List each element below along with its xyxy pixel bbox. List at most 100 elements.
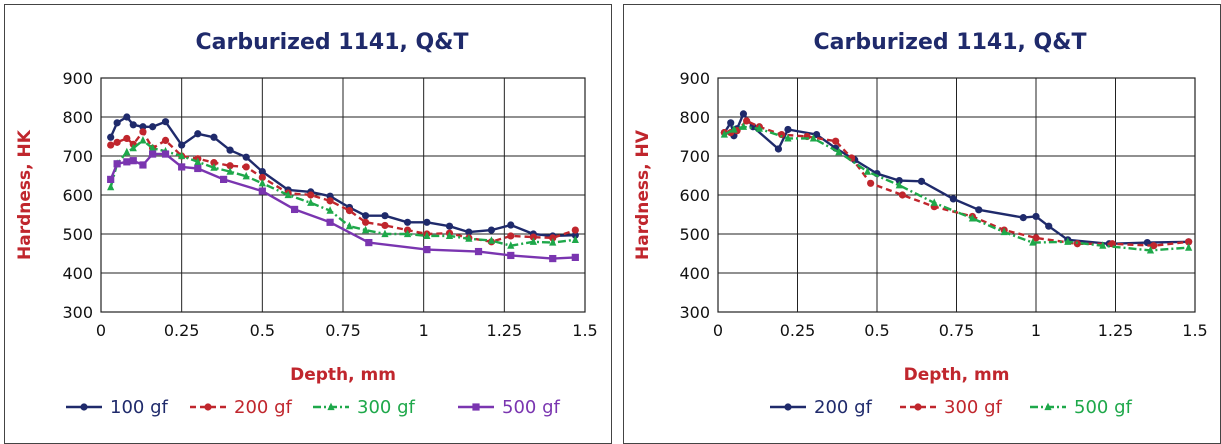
data-point — [1064, 237, 1072, 245]
data-point — [113, 138, 121, 146]
data-point — [465, 234, 473, 242]
data-point — [465, 228, 473, 236]
data-point — [1185, 238, 1193, 246]
y-tick-label: 900 — [62, 69, 93, 88]
legend-label: 300 gf — [357, 397, 416, 418]
data-point — [529, 237, 537, 245]
legend-marker — [1044, 402, 1052, 411]
data-point — [507, 241, 515, 249]
data-point — [507, 232, 515, 240]
y-tick-label: 700 — [679, 147, 710, 166]
data-point — [139, 136, 147, 144]
plot-frame — [717, 77, 1196, 313]
data-point — [178, 151, 186, 160]
data-point — [812, 130, 821, 139]
data-point — [930, 198, 938, 206]
data-point — [365, 238, 373, 247]
x-tick-label: 0.5 — [864, 321, 889, 340]
legend-label: 100 gf — [110, 397, 169, 418]
data-point — [487, 226, 496, 234]
data-point — [242, 153, 250, 161]
legend-marker — [204, 403, 212, 411]
x-tick-label: 1 — [419, 321, 429, 340]
legend-marker — [472, 403, 480, 411]
data-point — [1019, 214, 1027, 222]
data-point — [1032, 234, 1040, 242]
data-point — [258, 173, 266, 182]
y-tick-label: 400 — [62, 264, 93, 283]
data-point — [345, 221, 354, 230]
data-point — [161, 136, 170, 144]
y-tick-label: 300 — [679, 303, 710, 322]
data-point — [361, 218, 370, 226]
data-point — [403, 229, 412, 238]
data-point — [1045, 222, 1053, 230]
x-axis-label: Depth, mm — [904, 365, 1010, 385]
data-point — [778, 130, 786, 139]
legend-marker — [327, 402, 335, 411]
data-point — [129, 121, 137, 129]
data-point — [210, 163, 218, 171]
data-point — [149, 150, 157, 158]
data-point — [129, 143, 137, 152]
x-tick-label: 0.5 — [250, 321, 275, 340]
x-tick-label: 1.25 — [487, 321, 523, 340]
data-point — [730, 125, 738, 133]
data-point — [403, 218, 412, 226]
x-tick-label: 0.25 — [164, 321, 200, 340]
data-point — [161, 118, 170, 126]
x-tick-label: 1.5 — [1182, 321, 1207, 340]
x-tick-label: 1 — [1031, 321, 1041, 340]
data-point — [194, 130, 202, 138]
data-point — [949, 195, 957, 203]
legend-label: 500 gf — [1074, 397, 1133, 418]
x-tick-label: 0.75 — [939, 321, 975, 340]
y-axis-label: Hardness, HK — [15, 129, 35, 260]
data-point — [549, 234, 557, 242]
data-point — [832, 137, 840, 145]
data-point — [123, 158, 131, 166]
chart-title: Carburized 1141, Q&T — [814, 30, 1087, 55]
legend-item: 300 gf — [313, 397, 416, 418]
legend-marker — [80, 403, 88, 411]
data-point — [361, 225, 370, 234]
legend-label: 300 gf — [944, 397, 1003, 418]
data-point — [107, 175, 115, 183]
data-point — [161, 150, 170, 158]
data-point — [1029, 238, 1037, 246]
data-point — [739, 122, 748, 130]
data-point — [507, 251, 515, 260]
data-point — [226, 162, 234, 170]
data-point — [571, 226, 579, 234]
data-point — [258, 168, 266, 176]
legend-item: 500 gf — [458, 397, 561, 418]
series-500-gf — [107, 150, 579, 263]
data-point — [917, 177, 926, 185]
y-tick-label: 900 — [679, 69, 710, 88]
data-point — [445, 231, 454, 240]
data-point — [194, 164, 202, 173]
legend-item: 300 gf — [900, 397, 1003, 418]
y-tick-label: 400 — [679, 264, 710, 283]
data-point — [258, 178, 266, 187]
data-point — [898, 191, 907, 199]
data-point — [1099, 241, 1107, 249]
legend-item: 500 gf — [1030, 397, 1133, 418]
x-tick-label: 0.75 — [325, 321, 361, 340]
data-point — [113, 119, 121, 127]
data-point — [507, 221, 515, 229]
y-tick-label: 600 — [679, 186, 710, 205]
data-point — [445, 222, 454, 230]
data-point — [423, 231, 431, 240]
data-point — [835, 147, 843, 156]
data-point — [242, 171, 250, 180]
data-point — [139, 128, 147, 136]
x-tick-label: 0 — [96, 321, 106, 340]
series-line — [109, 139, 576, 247]
data-point — [326, 197, 334, 205]
chart-0: Carburized 1141, Q&T 300 400 500 600 700 800 90… — [15, 30, 598, 418]
data-point — [361, 212, 370, 220]
data-point — [210, 133, 218, 141]
legend-label: 200 gf — [234, 397, 293, 418]
x-tick-label: 0 — [713, 321, 723, 340]
